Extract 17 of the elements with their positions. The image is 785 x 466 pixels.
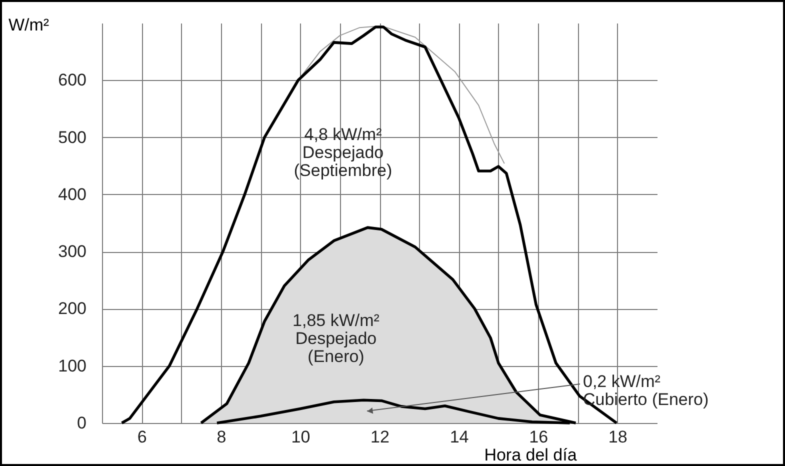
y-axis-title: W/m² (8, 16, 50, 34)
x-tick-label: 18 (608, 428, 628, 446)
x-tick-label: 10 (291, 428, 310, 446)
y-tick-label: 300 (58, 242, 86, 262)
x-tick-label: 14 (450, 428, 469, 446)
y-tick-label: 200 (58, 299, 86, 318)
y-tick-label: 400 (58, 184, 86, 204)
y-tick-label: 500 (58, 128, 86, 147)
annotation: 1,85 kW/m² Despejado (Enero) (292, 311, 380, 366)
y-tick-label: 0 (77, 414, 86, 432)
x-tick-label: 16 (529, 428, 548, 446)
y-tick-label: 100 (58, 356, 86, 376)
x-tick-label: 8 (216, 428, 226, 446)
x-tick-label: 6 (137, 428, 147, 446)
x-axis-title: Hora del día (484, 446, 578, 464)
y-tick-label: 600 (58, 70, 86, 90)
x-tick-label: 12 (370, 428, 390, 446)
